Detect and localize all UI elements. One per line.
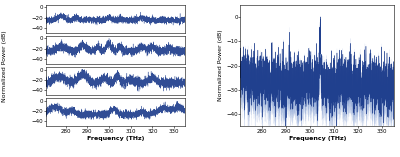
X-axis label: Frequency (THz): Frequency (THz) bbox=[87, 136, 144, 141]
X-axis label: Frequency (THz): Frequency (THz) bbox=[288, 136, 346, 141]
Text: Normalized Power (dB): Normalized Power (dB) bbox=[2, 30, 7, 102]
Y-axis label: Normalized Power (dB): Normalized Power (dB) bbox=[218, 30, 223, 101]
